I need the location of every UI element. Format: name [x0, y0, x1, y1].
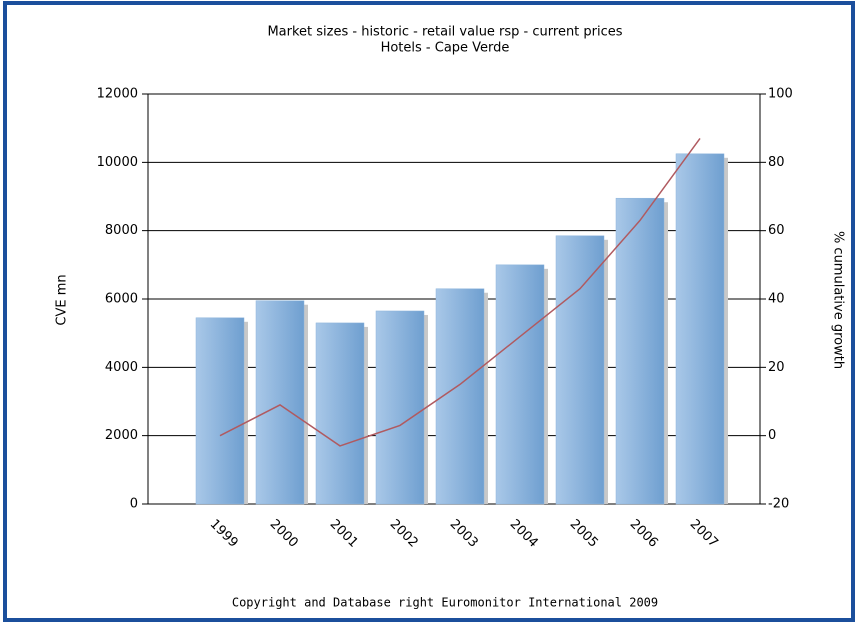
line	[219, 137, 701, 447]
y-tick-label: 6000	[105, 292, 138, 307]
y2-axis-label: % cumulative growth	[831, 231, 846, 369]
footer: Copyright and Database right Euromonitor…	[232, 596, 658, 610]
y2-tick-label: 40	[768, 292, 785, 307]
y2-tick-label: -20	[768, 497, 789, 512]
bar	[195, 317, 245, 505]
y-axis-label: CVE mn	[55, 274, 70, 325]
y2-tick-label: 80	[768, 155, 785, 170]
bar	[315, 322, 365, 505]
bar	[615, 197, 665, 505]
bar	[375, 310, 425, 505]
bar	[435, 288, 485, 505]
chart-title: Market sizes - historic - retail value r…	[267, 25, 622, 40]
y-tick-label: 2000	[105, 428, 138, 443]
y-tick-label: 12000	[97, 87, 138, 102]
bar	[675, 153, 725, 505]
y-tick-label: 8000	[105, 223, 138, 238]
y2-tick-label: 60	[768, 223, 785, 238]
bar	[555, 235, 605, 505]
chart-subtitle: Hotels - Cape Verde	[381, 41, 510, 56]
bar	[495, 264, 545, 505]
y-tick-label: 0	[130, 497, 138, 512]
y2-tick-label: 0	[768, 428, 776, 443]
y2-tick-label: 20	[768, 360, 785, 375]
y2-tick-label: 100	[768, 87, 793, 102]
y-tick-label: 10000	[97, 155, 138, 170]
bar	[255, 300, 305, 505]
y-tick-label: 4000	[105, 360, 138, 375]
